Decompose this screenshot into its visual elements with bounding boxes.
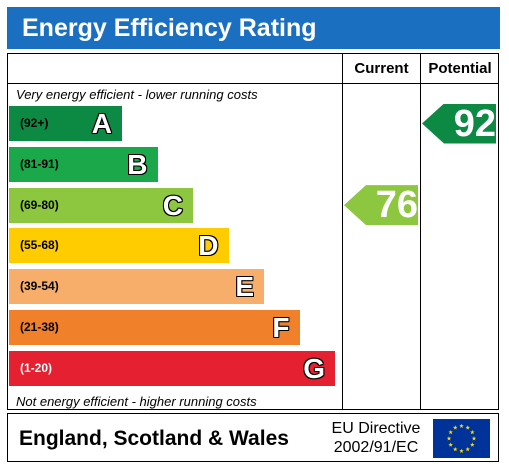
eu-star-icon bbox=[470, 429, 475, 435]
directive-line-2: 2002/91/EC bbox=[333, 439, 419, 456]
divider-current bbox=[342, 53, 343, 410]
eu-star-icon bbox=[459, 423, 464, 428]
band-range-label: (92+) bbox=[20, 116, 49, 130]
band-range-label: (1-20) bbox=[20, 360, 53, 375]
potential-column-header: Potential bbox=[428, 60, 492, 77]
footer-region: England, Scotland & Wales bbox=[19, 427, 289, 450]
eu-star-icon bbox=[465, 425, 471, 430]
eu-flag-stars bbox=[446, 423, 477, 453]
potential-rating-arrow: 92 bbox=[422, 102, 496, 145]
eu-star-icon bbox=[459, 448, 464, 453]
band-a: (92+) A bbox=[9, 106, 122, 141]
eu-star-icon bbox=[465, 446, 471, 452]
band-range-label: (69-80) bbox=[20, 197, 59, 212]
eu-flag-icon bbox=[433, 419, 490, 458]
eu-star-icon bbox=[452, 425, 458, 430]
eu-star-icon bbox=[452, 446, 458, 452]
footer-box bbox=[7, 413, 499, 462]
current-rating-arrow: 76 bbox=[344, 184, 418, 227]
eu-star-icon bbox=[446, 436, 452, 441]
band-letter: F bbox=[272, 312, 290, 343]
header-divider bbox=[7, 83, 499, 84]
divider-potential bbox=[420, 53, 421, 410]
current-column-header: Current bbox=[354, 60, 409, 77]
eu-star-icon bbox=[448, 429, 453, 435]
band-letter: C bbox=[162, 189, 183, 221]
rating-frame bbox=[7, 53, 499, 410]
band-range-label: (21-38) bbox=[20, 320, 59, 334]
band-range-label: (39-54) bbox=[20, 279, 59, 294]
eu-star-icon bbox=[448, 442, 453, 447]
band-g: (1-20) G bbox=[9, 350, 335, 386]
band-f: (21-38) F bbox=[9, 310, 300, 345]
eu-star-icon bbox=[471, 436, 477, 441]
band-letter: G bbox=[303, 352, 325, 384]
band-c: (69-80) C bbox=[9, 187, 193, 223]
band-letter: A bbox=[91, 108, 112, 139]
bottom-note: Not energy efficient - higher running co… bbox=[16, 394, 257, 409]
band-b: (81-91) B bbox=[9, 146, 158, 182]
band-letter: B bbox=[127, 148, 148, 180]
current-rating-value: 76 bbox=[375, 184, 418, 227]
band-range-label: (81-91) bbox=[20, 156, 59, 171]
eu-star-icon bbox=[470, 442, 475, 447]
band-range-label: (55-68) bbox=[20, 238, 59, 253]
top-note: Very energy efficient - lower running co… bbox=[16, 87, 258, 102]
chart-title: Energy Efficiency Rating bbox=[22, 14, 317, 42]
band-e: (39-54) E bbox=[9, 269, 264, 305]
title-bar: Energy Efficiency Rating bbox=[7, 7, 500, 49]
band-letter: D bbox=[198, 230, 219, 262]
directive-line-1: EU Directive bbox=[331, 420, 421, 437]
potential-rating-value: 92 bbox=[453, 102, 496, 145]
footer-directive: EU Directive 2002/91/EC bbox=[326, 419, 426, 457]
band-letter: E bbox=[235, 271, 254, 303]
band-d: (55-68) D bbox=[9, 228, 229, 264]
